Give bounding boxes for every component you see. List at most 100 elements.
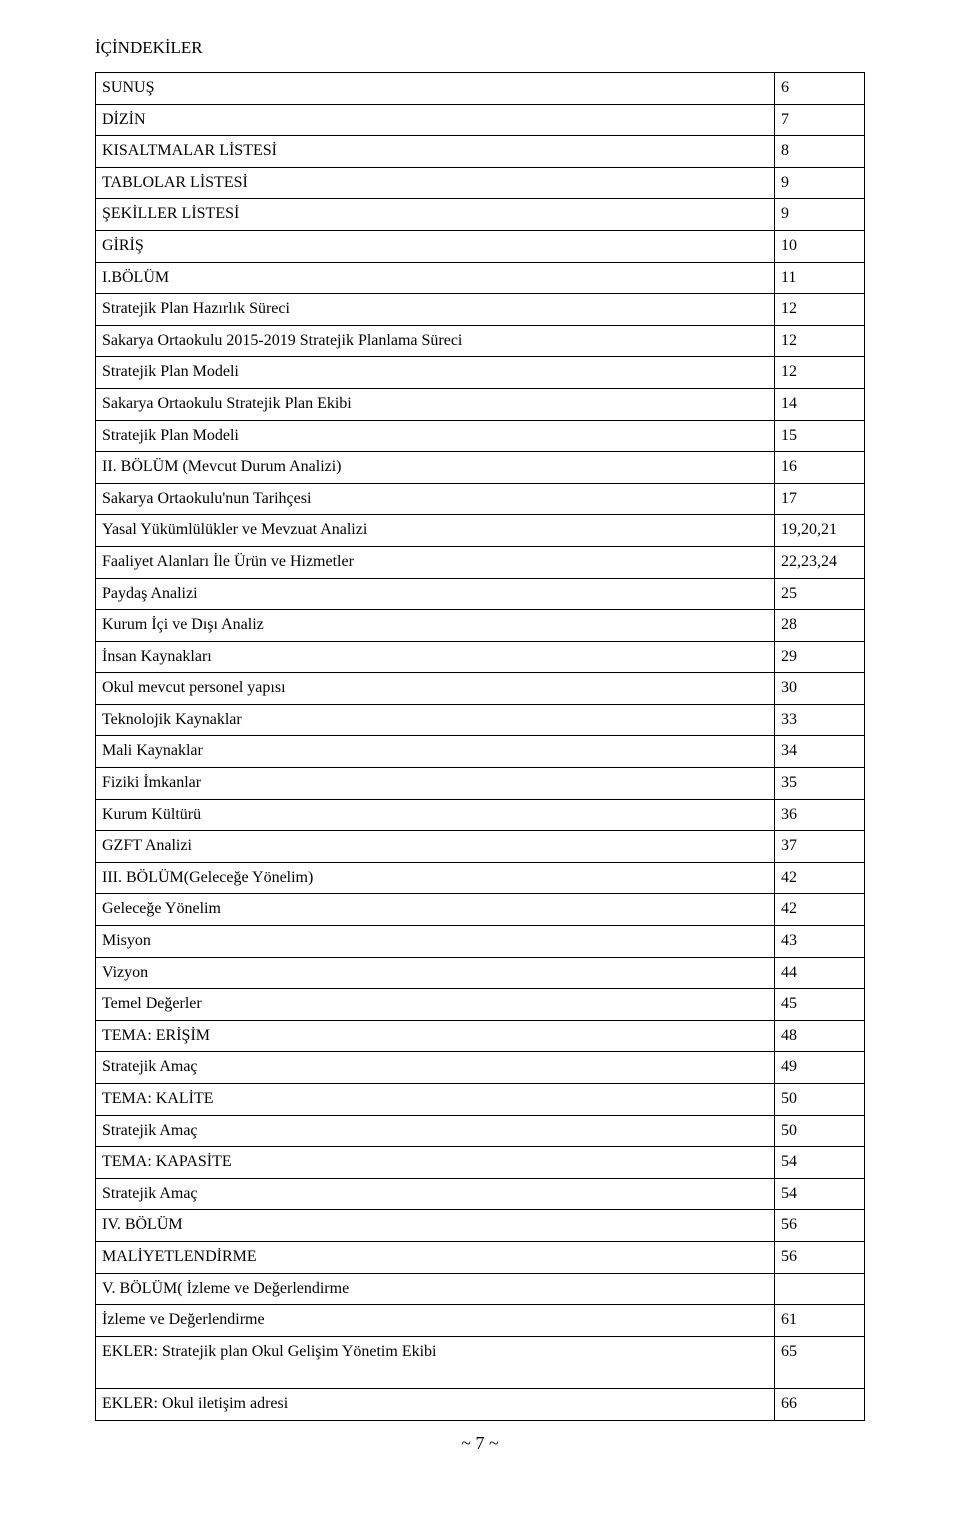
toc-entry-page: 16 bbox=[775, 452, 865, 484]
table-row: Fiziki İmkanlar35 bbox=[96, 768, 865, 800]
page-number-footer: ~ 7 ~ bbox=[95, 1433, 865, 1454]
toc-entry-page: 8 bbox=[775, 136, 865, 168]
toc-entry-page: 37 bbox=[775, 831, 865, 863]
toc-entry-label: Okul mevcut personel yapısı bbox=[96, 673, 775, 705]
toc-entry-label: V. BÖLÜM( İzleme ve Değerlendirme bbox=[96, 1273, 775, 1305]
table-row: Stratejik Amaç54 bbox=[96, 1178, 865, 1210]
table-row: TEMA: KAPASİTE54 bbox=[96, 1147, 865, 1179]
table-row: Stratejik Amaç49 bbox=[96, 1052, 865, 1084]
toc-entry-page: 56 bbox=[775, 1210, 865, 1242]
table-row: SUNUŞ6 bbox=[96, 73, 865, 105]
toc-entry-label: Teknolojik Kaynaklar bbox=[96, 704, 775, 736]
toc-entry-label: Stratejik Amaç bbox=[96, 1115, 775, 1147]
toc-entry-label: MALİYETLENDİRME bbox=[96, 1241, 775, 1273]
table-row: TABLOLAR LİSTESİ9 bbox=[96, 167, 865, 199]
table-row: III. BÖLÜM(Geleceğe Yönelim)42 bbox=[96, 862, 865, 894]
toc-entry-page: 54 bbox=[775, 1178, 865, 1210]
toc-entry-page: 22,23,24 bbox=[775, 546, 865, 578]
toc-entry-label: Misyon bbox=[96, 926, 775, 958]
toc-entry-label: EKLER: Stratejik plan Okul Gelişim Yönet… bbox=[96, 1336, 775, 1389]
table-row: MALİYETLENDİRME56 bbox=[96, 1241, 865, 1273]
toc-entry-label: Temel Değerler bbox=[96, 989, 775, 1021]
toc-entry-page: 56 bbox=[775, 1241, 865, 1273]
toc-entry-page: 14 bbox=[775, 388, 865, 420]
table-row: EKLER: Okul iletişim adresi66 bbox=[96, 1389, 865, 1421]
toc-entry-page: 43 bbox=[775, 926, 865, 958]
toc-entry-page: 66 bbox=[775, 1389, 865, 1421]
page-title: İÇİNDEKİLER bbox=[95, 38, 865, 58]
toc-entry-label: TEMA: KAPASİTE bbox=[96, 1147, 775, 1179]
table-row: II. BÖLÜM (Mevcut Durum Analizi)16 bbox=[96, 452, 865, 484]
toc-entry-label: Mali Kaynaklar bbox=[96, 736, 775, 768]
toc-entry-page: 30 bbox=[775, 673, 865, 705]
toc-entry-label: Stratejik Plan Modeli bbox=[96, 420, 775, 452]
toc-entry-page: 7 bbox=[775, 104, 865, 136]
toc-table: SUNUŞ6DİZİN7KISALTMALAR LİSTESİ8TABLOLAR… bbox=[95, 72, 865, 1421]
toc-entry-page: 45 bbox=[775, 989, 865, 1021]
table-row: DİZİN7 bbox=[96, 104, 865, 136]
table-row: TEMA: KALİTE50 bbox=[96, 1084, 865, 1116]
toc-entry-page: 9 bbox=[775, 167, 865, 199]
table-row: Stratejik Plan Modeli15 bbox=[96, 420, 865, 452]
toc-entry-label: Stratejik Amaç bbox=[96, 1052, 775, 1084]
toc-entry-label: Stratejik Plan Hazırlık Süreci bbox=[96, 294, 775, 326]
table-row: Teknolojik Kaynaklar33 bbox=[96, 704, 865, 736]
toc-entry-page: 50 bbox=[775, 1084, 865, 1116]
toc-entry-label: SUNUŞ bbox=[96, 73, 775, 105]
table-row: Stratejik Plan Modeli12 bbox=[96, 357, 865, 389]
toc-entry-label: I.BÖLÜM bbox=[96, 262, 775, 294]
toc-entry-page: 50 bbox=[775, 1115, 865, 1147]
toc-entry-page: 10 bbox=[775, 230, 865, 262]
toc-entry-label: İnsan Kaynakları bbox=[96, 641, 775, 673]
table-row: IV. BÖLÜM56 bbox=[96, 1210, 865, 1242]
table-row: GZFT Analizi37 bbox=[96, 831, 865, 863]
toc-entry-label: İzleme ve Değerlendirme bbox=[96, 1305, 775, 1337]
toc-entry-label: Kurum Kültürü bbox=[96, 799, 775, 831]
toc-entry-label: Faaliyet Alanları İle Ürün ve Hizmetler bbox=[96, 546, 775, 578]
toc-entry-label: DİZİN bbox=[96, 104, 775, 136]
toc-entry-page: 48 bbox=[775, 1020, 865, 1052]
table-row: ŞEKİLLER LİSTESİ9 bbox=[96, 199, 865, 231]
toc-entry-page: 34 bbox=[775, 736, 865, 768]
table-row: Faaliyet Alanları İle Ürün ve Hizmetler2… bbox=[96, 546, 865, 578]
toc-entry-page: 12 bbox=[775, 357, 865, 389]
table-row: Sakarya Ortaokulu 2015-2019 Stratejik Pl… bbox=[96, 325, 865, 357]
table-row: İzleme ve Değerlendirme61 bbox=[96, 1305, 865, 1337]
toc-entry-page: 12 bbox=[775, 325, 865, 357]
toc-entry-label: Stratejik Amaç bbox=[96, 1178, 775, 1210]
toc-entry-label: Sakarya Ortaokulu'nun Tarihçesi bbox=[96, 483, 775, 515]
toc-entry-label: Paydaş Analizi bbox=[96, 578, 775, 610]
table-row: Sakarya Ortaokulu Stratejik Plan Ekibi14 bbox=[96, 388, 865, 420]
table-row: Mali Kaynaklar34 bbox=[96, 736, 865, 768]
table-row: I.BÖLÜM11 bbox=[96, 262, 865, 294]
table-row: Yasal Yükümlülükler ve Mevzuat Analizi19… bbox=[96, 515, 865, 547]
toc-entry-page: 49 bbox=[775, 1052, 865, 1084]
table-row: Okul mevcut personel yapısı30 bbox=[96, 673, 865, 705]
toc-entry-page: 44 bbox=[775, 957, 865, 989]
table-row: V. BÖLÜM( İzleme ve Değerlendirme bbox=[96, 1273, 865, 1305]
toc-entry-label: Vizyon bbox=[96, 957, 775, 989]
toc-entry-page: 19,20,21 bbox=[775, 515, 865, 547]
toc-entry-label: GİRİŞ bbox=[96, 230, 775, 262]
toc-entry-page: 25 bbox=[775, 578, 865, 610]
toc-entry-page bbox=[775, 1273, 865, 1305]
toc-entry-page: 6 bbox=[775, 73, 865, 105]
toc-entry-label: Sakarya Ortaokulu 2015-2019 Stratejik Pl… bbox=[96, 325, 775, 357]
toc-entry-page: 17 bbox=[775, 483, 865, 515]
table-row: Stratejik Plan Hazırlık Süreci12 bbox=[96, 294, 865, 326]
toc-entry-label: TEMA: ERİŞİM bbox=[96, 1020, 775, 1052]
toc-entry-page: 29 bbox=[775, 641, 865, 673]
table-row: Geleceğe Yönelim42 bbox=[96, 894, 865, 926]
toc-entry-label: EKLER: Okul iletişim adresi bbox=[96, 1389, 775, 1421]
toc-entry-page: 9 bbox=[775, 199, 865, 231]
toc-entry-label: III. BÖLÜM(Geleceğe Yönelim) bbox=[96, 862, 775, 894]
toc-entry-page: 33 bbox=[775, 704, 865, 736]
toc-entry-page: 61 bbox=[775, 1305, 865, 1337]
toc-entry-page: 12 bbox=[775, 294, 865, 326]
table-row: Paydaş Analizi25 bbox=[96, 578, 865, 610]
table-row: Vizyon44 bbox=[96, 957, 865, 989]
toc-entry-label: Geleceğe Yönelim bbox=[96, 894, 775, 926]
table-row: Misyon43 bbox=[96, 926, 865, 958]
toc-entry-label: IV. BÖLÜM bbox=[96, 1210, 775, 1242]
table-row: Temel Değerler45 bbox=[96, 989, 865, 1021]
